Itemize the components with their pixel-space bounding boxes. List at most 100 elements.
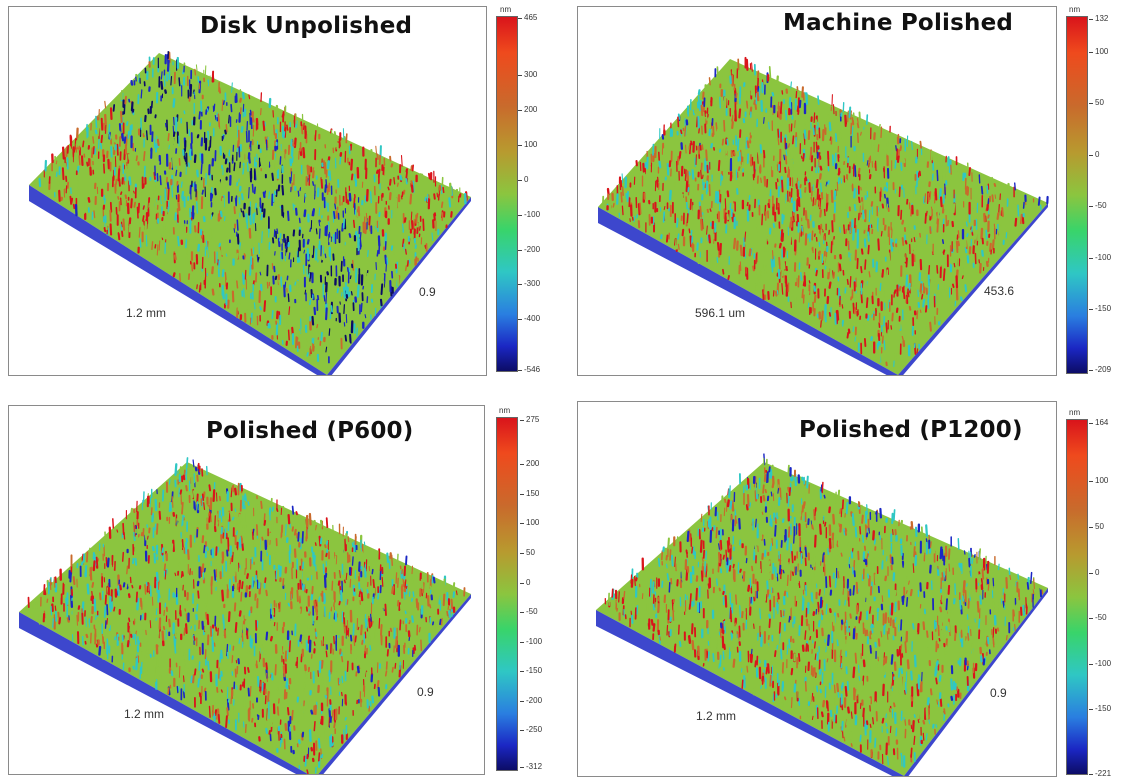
colorbar-tick-mark <box>1089 663 1093 665</box>
panel-polished-p600: Polished (P600) 1.2 mm 0.9 nm 275 200 150 1… <box>0 389 563 778</box>
colorbar-tick-mark <box>1089 709 1093 711</box>
colorbar-tick-label: -221 <box>1095 769 1112 778</box>
colorbar-tick-mark <box>518 145 522 147</box>
colorbar-tick-label: -400 <box>524 314 541 324</box>
panel-title: Polished (P1200) <box>799 417 1023 443</box>
colorbar-tick-label: 0 <box>526 577 531 587</box>
y-length-label: 0.9 <box>417 685 434 699</box>
colorbar-unit: nm <box>1069 408 1081 417</box>
colorbar-tick-label: 164 <box>1095 418 1109 427</box>
colorbar-tick-label: 200 <box>524 105 538 115</box>
colorbar-unit: nm <box>500 5 512 14</box>
panel-disk-unpolished: Disk Unpolished 1.2 mm 0.9 nm 465 300 200 1… <box>0 0 563 389</box>
colorbar-tick-label: -200 <box>526 695 543 705</box>
surface-skirt <box>598 203 1048 375</box>
colorbar-tick-mark <box>520 420 524 421</box>
colorbar-tick-mark <box>518 249 522 251</box>
colorbar-tick-mark <box>1089 206 1093 208</box>
colorbar-tick-mark <box>518 370 522 371</box>
colorbar-tick-label: 50 <box>1095 98 1104 108</box>
colorbar-tick-label: 50 <box>526 548 535 557</box>
colorbar-tick-mark <box>518 319 522 321</box>
surface-plot <box>598 56 1049 375</box>
x-length-label: 1.2 mm <box>696 709 737 723</box>
colorbar-tick-label: 50 <box>1095 521 1104 531</box>
colorbar <box>496 16 518 372</box>
colorbar-tick-label: -50 <box>1095 613 1107 623</box>
colorbar-tick-mark <box>518 179 522 181</box>
colorbar-tick-mark <box>1089 370 1093 371</box>
surface-plot-frame <box>8 6 487 376</box>
colorbar-tick-label: -50 <box>526 607 538 617</box>
colorbar-tick-label: -100 <box>1095 252 1112 262</box>
colorbar-tick-mark <box>1089 526 1093 528</box>
panel-machine-polished: Machine Polished 596.1 um 453.6 nm 132 10… <box>563 0 1126 389</box>
colorbar-tick-label: -250 <box>526 725 543 735</box>
colorbar-tick-label: -150 <box>1095 304 1112 314</box>
colorbar-tick-mark <box>1089 774 1093 775</box>
surface <box>19 457 471 774</box>
surface <box>29 50 471 375</box>
colorbar-tick-label: -100 <box>524 209 541 219</box>
colorbar-tick-mark <box>1089 618 1093 620</box>
colorbar-tick-mark <box>518 18 522 19</box>
surface-plot-frame <box>577 401 1057 777</box>
y-length-label: 453.6 <box>984 284 1015 298</box>
colorbar-tick-mark <box>1089 309 1093 311</box>
surface-plot <box>596 453 1048 776</box>
colorbar-tick-label: -312 <box>526 762 543 771</box>
surface <box>596 453 1048 776</box>
panel-title: Machine Polished <box>783 10 1014 36</box>
y-length-label: 0.9 <box>990 686 1007 700</box>
colorbar-tick-label: 275 <box>526 415 540 424</box>
colorbar-tick-mark <box>520 464 524 466</box>
colorbar-tick-mark <box>1089 481 1093 483</box>
surface-skirt <box>19 594 471 774</box>
panel-title: Disk Unpolished <box>200 13 413 39</box>
colorbar <box>1066 16 1088 374</box>
colorbar-tick-label: 100 <box>1095 46 1109 56</box>
colorbar-tick-label: 465 <box>524 13 538 22</box>
colorbar-tick-mark <box>520 582 524 584</box>
colorbar-tick-label: 300 <box>524 70 538 80</box>
colorbar-tick-label: 100 <box>1095 476 1109 486</box>
surface-plot <box>19 457 471 774</box>
colorbar-tick-mark <box>1089 257 1093 259</box>
colorbar-tick-mark <box>520 671 524 673</box>
colorbar-tick-label: 100 <box>526 518 540 528</box>
colorbar-tick-label: -150 <box>1095 704 1112 714</box>
colorbar <box>496 417 518 771</box>
colorbar-tick-label: 0 <box>1095 567 1100 577</box>
colorbar-tick-mark <box>520 523 524 525</box>
colorbar-tick-mark <box>1089 154 1093 156</box>
colorbar-tick-label: -200 <box>524 244 541 254</box>
colorbar-tick-mark <box>1089 423 1093 424</box>
colorbar-tick-mark <box>1089 103 1093 105</box>
colorbar-tick-mark <box>520 767 524 768</box>
x-length-label: 1.2 mm <box>126 306 167 320</box>
colorbar-tick-label: -300 <box>524 279 541 289</box>
surface <box>598 56 1049 375</box>
colorbar-tick-label: 132 <box>1095 14 1109 23</box>
colorbar-tick-label: 0 <box>1095 149 1100 159</box>
colorbar-tick-mark <box>518 214 522 216</box>
panel-polished-p1200: Polished (P1200) 1.2 mm 0.9 nm 164 100 50 0… <box>563 389 1126 778</box>
x-length-label: 1.2 mm <box>124 707 165 721</box>
surface-base <box>598 59 1048 375</box>
colorbar-tick-mark <box>520 700 524 702</box>
colorbar-tick-label: 100 <box>524 140 538 150</box>
colorbar-tick-label: -546 <box>524 365 541 374</box>
colorbar-tick-label: -209 <box>1095 365 1112 374</box>
colorbar-tick-mark <box>518 284 522 286</box>
colorbar-tick-mark <box>518 110 522 112</box>
colorbar-unit: nm <box>1069 5 1081 14</box>
colorbar-tick-mark <box>1089 19 1093 20</box>
colorbar-tick-mark <box>520 553 524 554</box>
colorbar-tick-mark <box>520 612 524 614</box>
surface-plot-frame <box>577 6 1057 376</box>
colorbar-tick-label: -150 <box>526 666 543 676</box>
colorbar-tick-mark <box>1089 51 1093 53</box>
surface-skirt <box>596 588 1048 776</box>
colorbar-tick-label: -100 <box>526 636 543 646</box>
panel-title: Polished (P600) <box>206 418 414 444</box>
